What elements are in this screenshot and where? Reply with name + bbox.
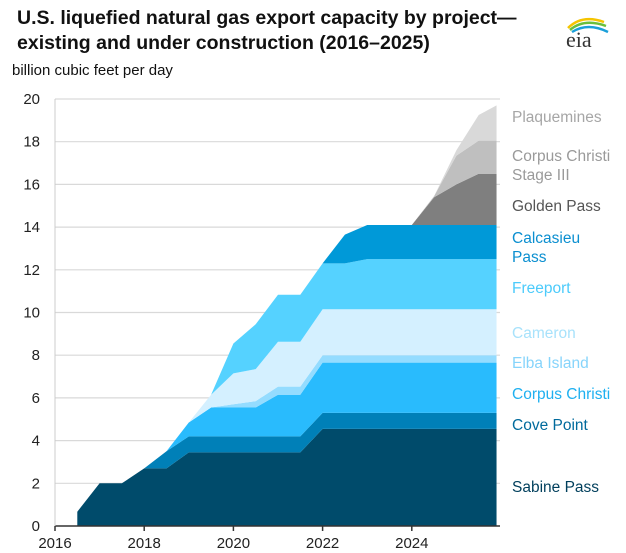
y-tick-label: 6 (32, 390, 40, 407)
chart-title: U.S. liquefied natural gas export capaci… (17, 7, 517, 54)
series-label: Corpus Christi (512, 386, 610, 403)
area-cove-point (77, 412, 497, 512)
x-tick-label: 2020 (217, 535, 250, 552)
y-tick-label: 18 (23, 134, 40, 151)
series-label: Cove Point (512, 417, 589, 434)
y-tick-label: 12 (23, 262, 40, 279)
svg-text:eia: eia (566, 27, 592, 50)
series-label: Plaquemines (512, 109, 602, 126)
y-tick-label: 8 (32, 347, 40, 364)
series-label: Golden Pass (512, 198, 601, 215)
y-tick-label: 0 (32, 518, 40, 535)
series-label: Cameron (512, 325, 576, 342)
x-tick-label: 2016 (38, 535, 71, 552)
eia-logo: eia (560, 10, 610, 52)
x-tick-label: 2022 (306, 535, 339, 552)
y-tick-label: 16 (23, 176, 40, 193)
y-tick-label: 14 (23, 219, 40, 236)
area-sabine-pass (77, 428, 497, 526)
area-corpus-christi (77, 362, 497, 512)
y-tick-label: 10 (23, 305, 40, 322)
x-tick-label: 2024 (395, 535, 428, 552)
series-label: Pass (512, 249, 547, 266)
y-tick-label: 20 (23, 91, 40, 108)
y-axis-label: billion cubic feet per day (12, 62, 173, 79)
area-freeport (77, 259, 497, 512)
series-label: Sabine Pass (512, 479, 599, 496)
series-label: Elba Island (512, 355, 589, 372)
area-cameron (77, 309, 497, 512)
area-golden-pass (77, 173, 497, 512)
series-label: Freeport (512, 280, 571, 297)
x-tick-label: 2018 (128, 535, 161, 552)
y-tick-label: 4 (32, 433, 40, 450)
area-calcasieu-pass (77, 224, 497, 512)
series-label: Calcasieu (512, 230, 580, 247)
series-label: Corpus Christi (512, 148, 610, 165)
series-label: Stage III (512, 167, 570, 184)
area-corpus-christi-stage-iii (77, 140, 497, 512)
y-tick-label: 2 (32, 475, 40, 492)
